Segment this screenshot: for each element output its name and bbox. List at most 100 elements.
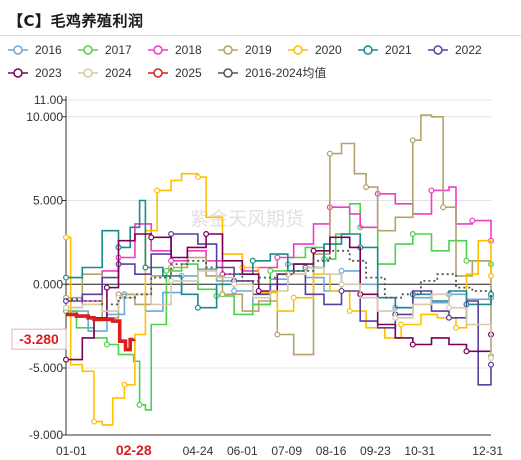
data-point (168, 264, 175, 271)
data-point (346, 308, 353, 315)
data-point (168, 231, 175, 238)
data-point (62, 274, 69, 281)
x-tick-label: 01-01 (56, 444, 87, 458)
data-point (445, 304, 452, 311)
y-highlight-box (11, 328, 67, 350)
data-point (62, 234, 69, 241)
legend-item-2016: 2016 (8, 43, 62, 57)
data-point (142, 264, 149, 271)
series-line (66, 249, 492, 306)
legend-item-2025: 2025 (148, 66, 202, 80)
x-tick-label: 06-01 (227, 444, 258, 458)
legend-label: 2018 (175, 43, 202, 57)
data-point (231, 287, 238, 294)
chart-title: 【C】毛鸡养殖利润 (8, 12, 144, 30)
series-lines (62, 114, 495, 426)
series-2016 (62, 261, 495, 332)
data-point (219, 291, 226, 298)
legend-label: 2022 (455, 43, 482, 57)
data-point (249, 257, 256, 264)
legend-label: 2025 (175, 66, 202, 80)
title-divider (0, 35, 521, 36)
data-point (488, 272, 495, 279)
data-point (255, 287, 262, 294)
data-point (452, 324, 459, 331)
data-point (338, 287, 345, 294)
x-tick-label: 09-23 (360, 444, 391, 458)
data-point (163, 267, 170, 274)
legend-swatch-marker (223, 45, 233, 55)
legend-swatch-marker (223, 68, 233, 78)
data-point (284, 271, 291, 278)
data-point (469, 217, 476, 224)
legend-swatch-marker (153, 68, 163, 78)
data-point (409, 231, 416, 238)
series-line (66, 312, 136, 352)
data-point (103, 341, 110, 348)
data-point (409, 137, 416, 144)
data-point (231, 281, 238, 288)
series-line (66, 266, 492, 358)
y-tick-label: 11.00 (34, 93, 63, 107)
y-tick-label: 10.000 (26, 110, 63, 124)
data-point (267, 267, 274, 274)
y-highlight-label: -3.280 (19, 331, 59, 347)
data-point (363, 184, 370, 191)
y-tick-label: 0.000 (33, 277, 63, 291)
data-point (445, 314, 452, 321)
data-point (310, 247, 317, 254)
data-point (440, 204, 447, 211)
latest-value-marker: 02-28 -3.280 (11, 328, 152, 458)
data-point (194, 304, 201, 311)
x-highlight-label: 02-28 (116, 442, 152, 458)
data-point (338, 267, 345, 274)
legend-item-2020: 2020 (288, 43, 342, 57)
legend-item-2024: 2024 (78, 66, 132, 80)
x-tick-label: 10-31 (404, 444, 435, 458)
series-2023 (62, 231, 495, 363)
legend-swatch-marker (433, 45, 443, 55)
data-point (326, 150, 333, 157)
data-point (62, 356, 69, 363)
y-tick-label: -5.000 (29, 361, 63, 375)
data-point (154, 187, 161, 194)
legend-swatch-marker (363, 45, 373, 55)
series-2017 (62, 203, 495, 411)
data-point (290, 294, 297, 301)
series-2016-2024 (66, 249, 492, 306)
x-tick-label: 12-31 (472, 444, 503, 458)
tick-labels: 11.00 10.000 5.000 0.000 -5.000 -9.000 01-01 04… (26, 93, 503, 458)
legend-swatch-marker (13, 45, 23, 55)
legend-label: 2021 (385, 43, 412, 57)
legend-item-2018: 2018 (148, 43, 202, 57)
legend-swatch-marker (293, 45, 303, 55)
data-point (168, 277, 175, 284)
legend-label: 2019 (245, 43, 272, 57)
legend-label: 2020 (315, 43, 342, 57)
data-point (121, 381, 128, 388)
series-2019 (62, 114, 495, 360)
data-point (168, 257, 175, 264)
data-point (398, 321, 405, 328)
series-2025 (66, 312, 136, 352)
data-point (488, 354, 495, 361)
legend-item-2016-2024: 2016-2024均值 (218, 65, 326, 80)
y-tick-label: -9.000 (29, 428, 63, 442)
legend-label: 2016-2024均值 (245, 65, 326, 80)
chart-legend: 2016 2017 2018 2019 2020 2021 2022 2023 2024 2025… (8, 43, 482, 80)
legend-swatch-marker (83, 45, 93, 55)
legend-label: 2023 (35, 66, 62, 80)
legend-item-2017: 2017 (78, 43, 132, 57)
legend-item-2021: 2021 (358, 43, 412, 57)
data-point (463, 348, 470, 355)
legend-swatch-marker (153, 45, 163, 55)
legend-item-2023: 2023 (8, 66, 62, 80)
legend-item-2022: 2022 (428, 43, 482, 57)
data-point (136, 401, 143, 408)
data-point (392, 314, 399, 321)
data-point (62, 304, 69, 311)
legend-swatch-marker (83, 68, 93, 78)
legend-item-2019: 2019 (218, 43, 272, 57)
series-line (66, 203, 492, 411)
